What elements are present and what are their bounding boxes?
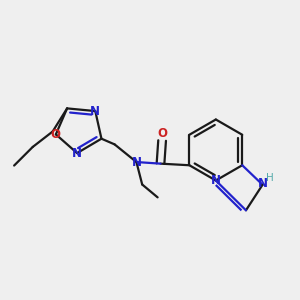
Text: O: O: [157, 127, 167, 140]
Text: N: N: [131, 155, 141, 169]
Text: O: O: [51, 128, 61, 141]
Text: N: N: [258, 177, 268, 190]
Text: N: N: [72, 147, 82, 160]
Text: N: N: [211, 174, 221, 187]
Text: N: N: [90, 105, 100, 118]
Text: H: H: [266, 173, 274, 183]
